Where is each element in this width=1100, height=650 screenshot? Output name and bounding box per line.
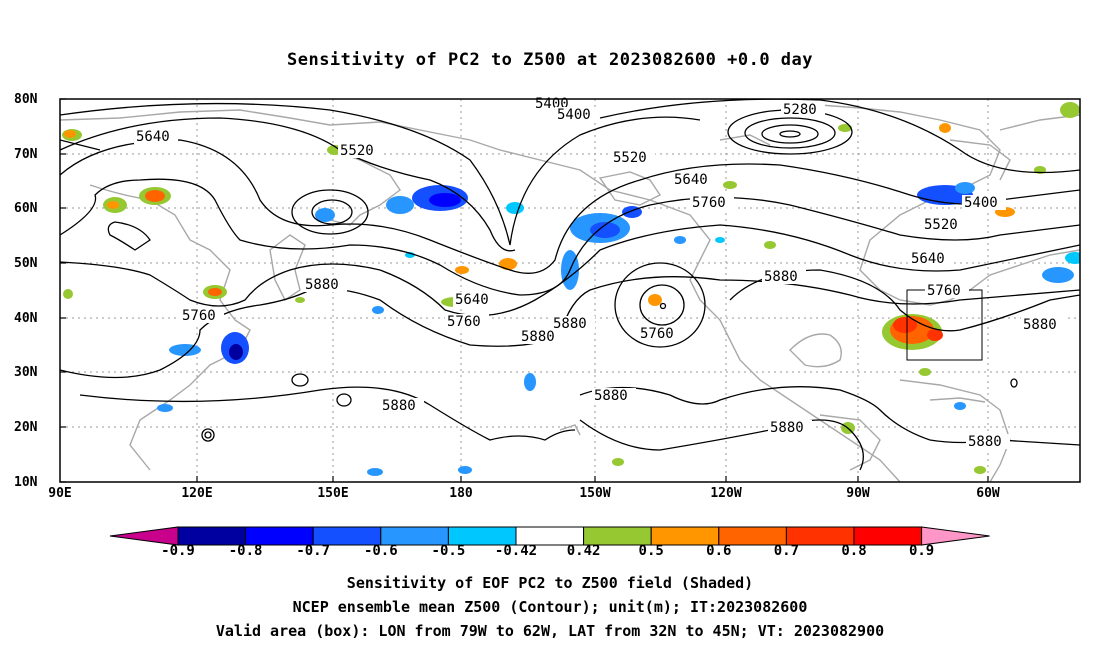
- contour-label: 5880: [594, 388, 628, 404]
- contour-label: 5880: [770, 420, 804, 436]
- figure-title: Sensitivity of PC2 to Z500 at 2023082600…: [286, 50, 813, 70]
- contour-label: 5520: [340, 143, 374, 159]
- lat-label-10n: 10N: [14, 475, 38, 490]
- caption-contour: NCEP ensemble mean Z500 (Contour); unit(…: [292, 598, 808, 616]
- map-frame: [59, 98, 1081, 483]
- contour-label: 5640: [674, 172, 708, 188]
- lon-label-150w: 150W: [579, 486, 611, 501]
- contour-label: 5760: [640, 326, 674, 342]
- contour-label: 5640: [455, 292, 489, 308]
- lon-label-90w: 90W: [846, 486, 870, 501]
- caption-valid-area: Valid area (box): LON from 79W to 62W, L…: [215, 622, 885, 640]
- lat-label-70n: 70N: [14, 147, 38, 162]
- lon-label-120e: 120E: [181, 486, 213, 501]
- lon-label-180: 180: [449, 486, 473, 501]
- lat-label-80n: 80N: [14, 92, 38, 107]
- axis-ticks: [60, 98, 989, 483]
- colorbar-tick-label: -0.7: [296, 543, 331, 559]
- contour-label: 5520: [924, 217, 958, 233]
- lat-label-60n: 60N: [14, 201, 38, 216]
- lat-label-40n: 40N: [14, 311, 38, 326]
- contour-label: 5280: [783, 102, 817, 118]
- colorbar-tick-label: -0.42: [494, 543, 538, 559]
- colorbar-tick-label: -0.8: [228, 543, 263, 559]
- contour-label: 5760: [927, 283, 961, 299]
- contour-label: 5760: [692, 195, 726, 211]
- colorbar-tick-label: 0.6: [706, 543, 732, 559]
- contour-label: 5880: [305, 277, 339, 293]
- colorbar-right-arrow: [921, 526, 990, 546]
- shaded-sensitivity: [62, 102, 1080, 476]
- contour-label: 5880: [553, 316, 587, 332]
- lon-label-60w: 60W: [976, 486, 1000, 501]
- contour-label: 5880: [382, 398, 416, 414]
- contour-label: 5880: [1023, 317, 1057, 333]
- contour-label: 5880: [968, 434, 1002, 450]
- coastlines: [60, 104, 1080, 482]
- colorbar-tick-label: -0.6: [363, 543, 398, 559]
- contour-label: 5400: [557, 107, 591, 123]
- lon-label-90e: 90E: [48, 486, 72, 501]
- contour-label: 5880: [764, 269, 798, 285]
- colorbar-tick-label: -0.9: [161, 543, 195, 559]
- contour-label: 5760: [182, 308, 216, 324]
- contour-label: 5520: [613, 150, 647, 166]
- contour-label: 5640: [911, 251, 945, 267]
- contour-label: 5400: [964, 195, 998, 211]
- contour-label: 5640: [136, 129, 170, 145]
- colorbar-tick-label: 0.8: [841, 543, 867, 559]
- lat-label-30n: 30N: [14, 365, 38, 380]
- colorbar-tick-label: 0.9: [908, 543, 935, 559]
- lon-label-120w: 120W: [710, 486, 742, 501]
- contour-label: 5880: [521, 329, 555, 345]
- contour-label: 5760: [447, 314, 481, 330]
- lat-label-50n: 50N: [14, 256, 38, 271]
- colorbar-tick-label: -0.5: [431, 543, 466, 559]
- lon-label-150e: 150E: [317, 486, 349, 501]
- contour-labels: 5400 5400 5280 5640 5520 5520 5640 5760 …: [134, 96, 1065, 450]
- lat-label-20n: 20N: [14, 420, 38, 435]
- colorbar-tick-label: 0.7: [773, 543, 800, 559]
- colorbar-tick-label: 0.5: [638, 543, 664, 559]
- caption-shaded: Sensitivity of EOF PC2 to Z500 field (Sh…: [346, 574, 754, 592]
- colorbar-tick-label: 0.42: [566, 543, 601, 559]
